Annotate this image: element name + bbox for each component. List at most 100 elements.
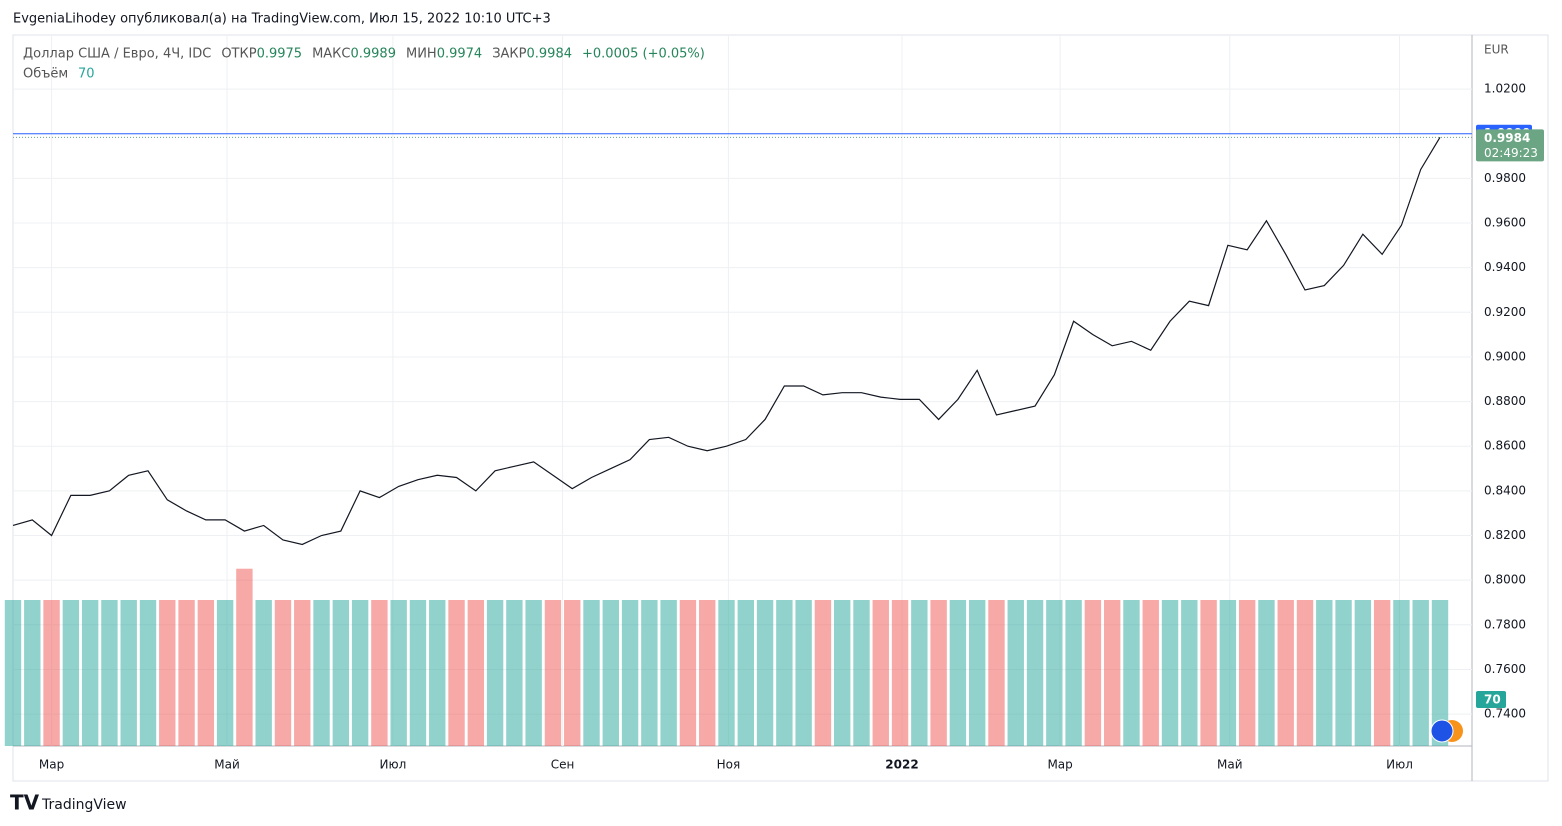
y-tick-label: 0.9400 (1484, 260, 1526, 274)
volume-bar (1258, 600, 1275, 746)
y-tick-label: 0.8200 (1484, 528, 1526, 542)
volume-bar (390, 600, 407, 746)
y-tick-label: 0.7600 (1484, 662, 1526, 676)
volume-bar (737, 600, 754, 746)
publisher: EvgeniaLihodey опубликовал(а) на Trading… (13, 12, 551, 27)
y-tick-label: 0.7800 (1484, 617, 1526, 631)
volume-bar (448, 600, 465, 746)
volume-title: Объём (23, 67, 68, 82)
volume-bar (81, 600, 99, 746)
x-tick-label: Июл (1386, 758, 1413, 772)
volume-bar (988, 600, 1005, 746)
volume-bar (486, 600, 504, 746)
volume-bar (699, 600, 716, 746)
volume-bar (718, 600, 735, 746)
ohlc-name: ОТКР (221, 47, 256, 62)
volume-bar (332, 600, 350, 746)
volume-value: 70 (78, 67, 95, 82)
y-tick-label: 0.9200 (1484, 305, 1526, 319)
volume-bar (1335, 600, 1352, 746)
volume-bar (371, 600, 388, 746)
volume-bar (525, 600, 542, 746)
volume-bar (159, 600, 176, 746)
volume-bar (1373, 600, 1391, 746)
volume-bar (949, 600, 967, 746)
volume-bar (429, 600, 446, 746)
volume-bar (834, 600, 851, 746)
volume-bar (274, 600, 292, 746)
volume-bar (544, 600, 562, 746)
logo-icon: 𝗧𝗩 (10, 791, 40, 815)
volume-bar (1161, 600, 1179, 746)
x-tick-label: Мар (39, 758, 64, 772)
volume-bar (101, 600, 118, 746)
y-tick-label: 1.0200 (1484, 82, 1526, 96)
volume-bar (255, 600, 272, 746)
price-line (12, 137, 1441, 546)
volume-bar (351, 600, 369, 746)
volume-bar (506, 600, 523, 746)
volume-bar (1219, 600, 1237, 746)
volume-bar (930, 600, 947, 746)
countdown: 02:49:23 (1484, 146, 1538, 160)
volume-bar (1296, 600, 1314, 746)
volume-bar (313, 600, 330, 746)
volume-bar (1354, 600, 1372, 746)
x-tick-label: Май (214, 758, 240, 772)
volume-bar (1046, 600, 1063, 746)
volume-bar (24, 600, 41, 746)
last-price-bg (1476, 129, 1544, 162)
volume-bar (4, 600, 22, 746)
ohlc-name: МАКС (312, 47, 350, 62)
x-tick-label: Май (1217, 758, 1243, 772)
last-price-label: 0.9984 (1484, 131, 1530, 145)
volume-bar (756, 600, 774, 746)
volume-bar (583, 600, 600, 746)
ohlc-name: ЗАКР (492, 47, 526, 62)
volume-bar (178, 600, 195, 746)
volume-bar (1065, 600, 1082, 746)
volume-bar (139, 600, 157, 746)
y-tick-label: 0.9000 (1484, 349, 1526, 363)
volume-bar (1277, 600, 1294, 746)
volume-bar (43, 600, 60, 746)
y-tick-label: 0.8000 (1484, 573, 1526, 587)
y-tick-label: 0.7400 (1484, 707, 1526, 721)
volume-bar (1142, 600, 1159, 746)
volume-bar (564, 600, 581, 746)
volume-bar (294, 600, 311, 746)
volume-bar (197, 600, 215, 746)
volume-bar (795, 600, 812, 746)
change: +0.0005 (+0.05%) (582, 47, 705, 62)
volume-bar (467, 600, 485, 746)
volume-bar (1200, 600, 1217, 746)
volume-bar (853, 600, 870, 746)
ohlc-value: 0.9974 (437, 47, 483, 62)
volume-bar (120, 600, 137, 746)
volume-bar (62, 600, 80, 746)
y-tick-label: 0.8600 (1484, 439, 1526, 453)
volume-bar (776, 600, 793, 746)
y-tick-label: 0.8800 (1484, 394, 1526, 408)
volume-bar (236, 568, 253, 746)
y-tick-label: 0.8400 (1484, 483, 1526, 497)
volume-bar (1181, 600, 1198, 746)
volume-bar (968, 600, 986, 746)
volume-bar (872, 600, 889, 746)
volume-bar (1007, 600, 1024, 746)
brand: TradingView (41, 797, 127, 813)
ohlc-value: 0.9975 (257, 47, 303, 62)
volume-bar (1103, 600, 1121, 746)
currency: EUR (1484, 43, 1509, 57)
volume-bar (1412, 600, 1429, 746)
volume-bar (409, 600, 427, 746)
volume-bar (891, 600, 909, 746)
volume-bar (1238, 600, 1256, 746)
ohlc-value: 0.9989 (350, 47, 396, 62)
volume-bar (621, 600, 639, 746)
volume-bar (216, 600, 234, 746)
y-tick-label: 0.9800 (1484, 171, 1526, 185)
event-icon (1430, 719, 1454, 743)
x-tick-label: Мар (1047, 758, 1072, 772)
